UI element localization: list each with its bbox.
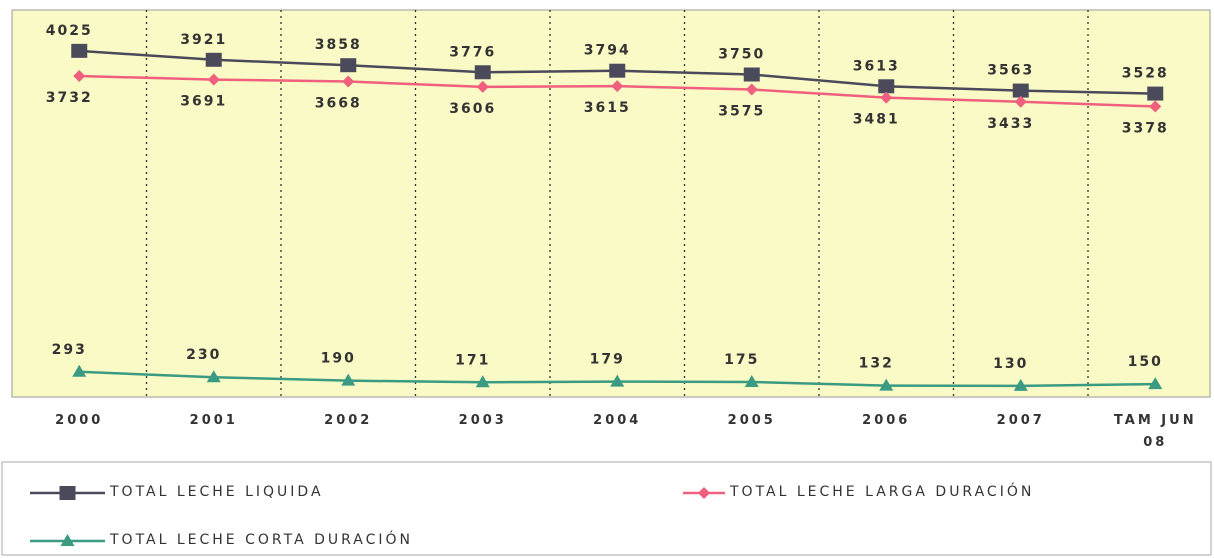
data-label: 190 <box>321 351 356 367</box>
data-label: 3732 <box>46 90 93 106</box>
x-tick-label: 2006 <box>862 413 911 428</box>
marker <box>476 80 489 93</box>
marker <box>1147 86 1164 101</box>
marker <box>610 374 625 387</box>
x-tick-label: 2007 <box>996 413 1045 428</box>
marker <box>743 67 760 82</box>
data-label: 3433 <box>987 116 1034 132</box>
legend-label: TOTAL LECHE LARGA DURACIÓN <box>730 484 1035 500</box>
data-label: 3776 <box>449 44 496 60</box>
data-label: 4025 <box>46 23 93 39</box>
x-tick-label: 2000 <box>55 413 104 428</box>
data-label: 171 <box>455 352 490 368</box>
marker <box>609 63 626 78</box>
data-label: 3606 <box>449 101 496 117</box>
data-label: 130 <box>993 356 1028 372</box>
data-label: 3613 <box>853 58 900 74</box>
marker <box>60 534 75 546</box>
marker <box>1012 83 1029 98</box>
marker <box>72 364 87 377</box>
marker <box>880 91 893 104</box>
data-label: 150 <box>1128 354 1163 370</box>
marker <box>1014 95 1027 108</box>
marker <box>59 486 76 500</box>
data-label: 3858 <box>315 37 362 53</box>
data-label: 3575 <box>718 104 765 120</box>
x-tick-label: 2005 <box>727 413 776 428</box>
data-label: 3750 <box>718 47 765 63</box>
data-label: 3794 <box>584 43 631 59</box>
marker <box>475 375 490 388</box>
x-tick-label: TAM JUN 08 <box>1113 413 1197 450</box>
marker <box>474 65 491 80</box>
data-label: 3691 <box>180 94 227 110</box>
data-label: 3378 <box>1122 120 1169 136</box>
data-label: 3615 <box>584 100 631 116</box>
data-label: 175 <box>724 352 759 368</box>
marker <box>340 58 357 73</box>
marker <box>878 79 895 94</box>
marker <box>342 75 355 88</box>
legend-label: TOTAL LECHE CORTA DURACIÓN <box>110 532 414 548</box>
marker <box>744 374 759 387</box>
data-label: 293 <box>52 342 87 358</box>
legend-label: TOTAL LECHE LIQUIDA <box>110 484 324 500</box>
marker <box>698 487 710 499</box>
marker <box>207 73 220 86</box>
data-label: 3563 <box>987 63 1034 79</box>
marker <box>1013 378 1028 391</box>
marker <box>341 373 356 386</box>
data-label: 132 <box>859 356 894 372</box>
marker <box>71 43 88 58</box>
data-label: 230 <box>186 347 221 363</box>
marker <box>745 83 758 96</box>
marker <box>1148 377 1163 390</box>
x-tick-label: 2001 <box>189 413 238 428</box>
x-tick-label: 2003 <box>458 413 507 428</box>
data-label: 179 <box>590 352 625 368</box>
marker <box>1149 100 1162 113</box>
x-tick-label: 2002 <box>324 413 373 428</box>
x-tick-label: 2004 <box>593 413 642 428</box>
marker <box>73 70 86 83</box>
marker <box>205 52 222 67</box>
data-label: 3921 <box>180 32 227 48</box>
marker <box>206 370 221 383</box>
legend-box <box>1 461 1212 556</box>
marker <box>611 80 624 93</box>
data-label: 3481 <box>853 112 900 128</box>
marker <box>879 378 894 391</box>
data-label: 3668 <box>315 96 362 112</box>
data-label: 3528 <box>1122 66 1169 82</box>
